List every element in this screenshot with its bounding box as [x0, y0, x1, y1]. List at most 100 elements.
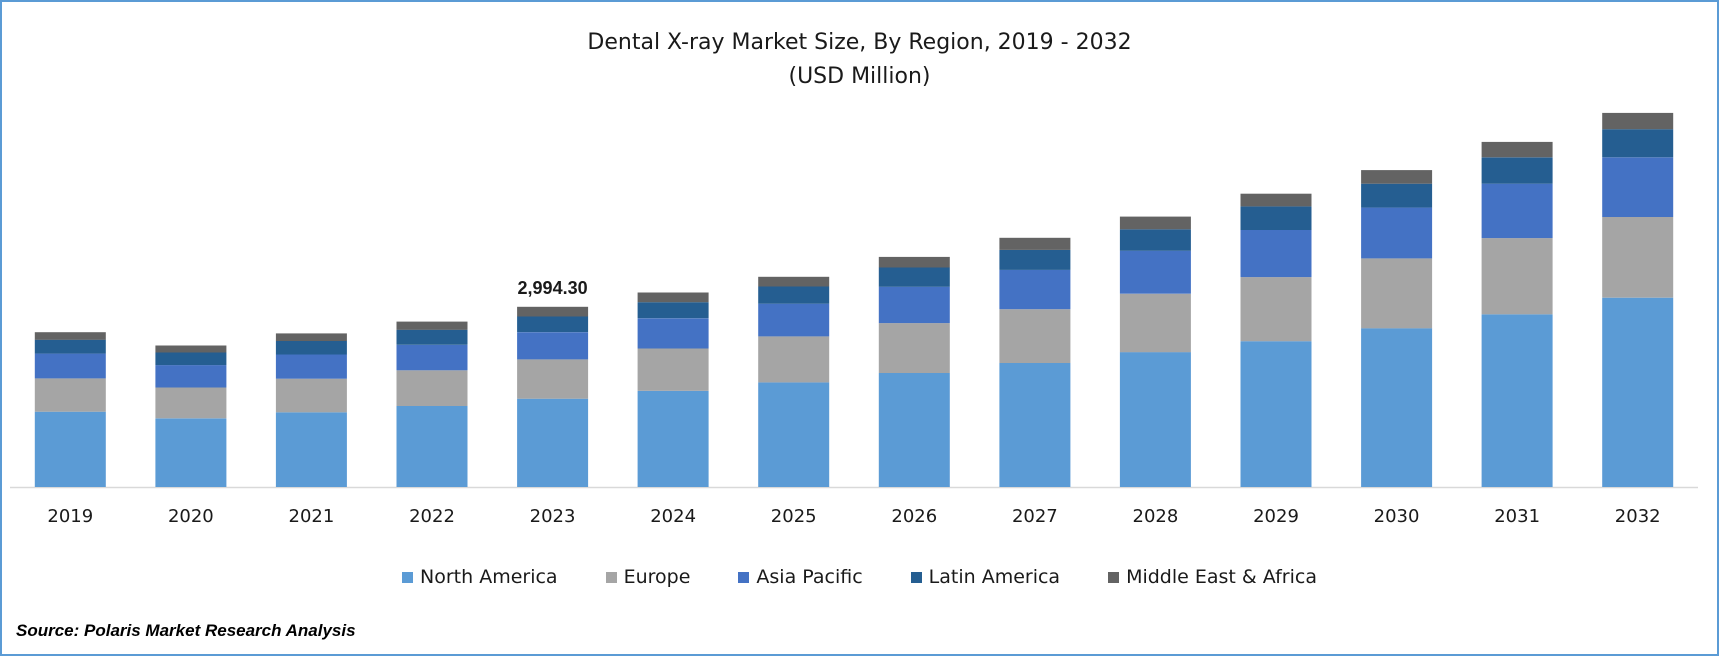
bar-2025-latin-america	[758, 286, 830, 304]
bar-2024-asia-pacific	[637, 318, 709, 349]
bar-2027-latin-america	[999, 249, 1071, 270]
bar-2019-latin-america	[34, 339, 106, 354]
x-tick-label-2031: 2031	[1494, 506, 1540, 527]
bar-2029-middle-east-africa	[1240, 193, 1312, 207]
bar-2020-latin-america	[155, 352, 227, 366]
bar-2028-europe	[1119, 293, 1191, 353]
bar-2019-north-america	[34, 411, 106, 487]
bar-2022-north-america	[396, 406, 468, 487]
bar-2023-north-america	[517, 398, 589, 487]
bar-2028-north-america	[1119, 352, 1191, 487]
legend-item-asia-pacific: Asia Pacific	[738, 566, 863, 588]
bar-2021-middle-east-africa	[275, 333, 347, 341]
legend-label-middle-east-africa: Middle East & Africa	[1126, 566, 1317, 588]
legend-item-north-america: North America	[402, 566, 558, 588]
bar-2030-middle-east-africa	[1361, 170, 1433, 184]
bar-2029-latin-america	[1240, 206, 1312, 230]
bar-2032-middle-east-africa	[1602, 112, 1674, 130]
legend-item-middle-east-africa: Middle East & Africa	[1108, 566, 1317, 588]
bar-2024-middle-east-africa	[637, 292, 709, 303]
x-tick-label-2025: 2025	[771, 506, 817, 527]
x-tick-label-2021: 2021	[289, 506, 335, 527]
legend-label-asia-pacific: Asia Pacific	[756, 566, 863, 588]
x-tick-label-2028: 2028	[1133, 506, 1179, 527]
bar-2021-europe	[275, 378, 347, 413]
bar-2030-latin-america	[1361, 183, 1433, 208]
bar-2025-middle-east-africa	[758, 276, 830, 287]
bar-2031-middle-east-africa	[1481, 141, 1553, 158]
bar-2022-asia-pacific	[396, 344, 468, 371]
x-tick-label-2019: 2019	[47, 506, 93, 527]
x-tick-label-2032: 2032	[1615, 506, 1661, 527]
bar-2029-europe	[1240, 277, 1312, 342]
bar-2029-north-america	[1240, 341, 1312, 487]
bar-2032-europe	[1602, 216, 1674, 298]
bar-2031-asia-pacific	[1481, 183, 1553, 239]
bar-2025-europe	[758, 336, 830, 383]
bar-2031-latin-america	[1481, 157, 1553, 184]
bar-2030-asia-pacific	[1361, 207, 1433, 259]
bar-2020-north-america	[155, 418, 227, 487]
bar-2023-europe	[517, 359, 589, 399]
bar-2028-asia-pacific	[1119, 250, 1191, 294]
legend-label-latin-america: Latin America	[928, 566, 1061, 588]
legend-swatch-north-america	[402, 571, 414, 583]
bar-2032-latin-america	[1602, 129, 1674, 158]
bar-2031-north-america	[1481, 314, 1553, 487]
bar-2024-latin-america	[637, 302, 709, 319]
bar-2019-asia-pacific	[34, 353, 106, 379]
bar-2021-asia-pacific	[275, 354, 347, 379]
legend-item-europe: Europe	[605, 566, 691, 588]
bar-2025-north-america	[758, 382, 830, 487]
x-tick-label-2026: 2026	[891, 506, 937, 527]
x-tick-label-2024: 2024	[650, 506, 696, 527]
bar-2023-latin-america	[517, 316, 589, 333]
x-tick-label-2027: 2027	[1012, 506, 1058, 527]
x-tick-label-2030: 2030	[1374, 506, 1420, 527]
bar-2024-north-america	[637, 390, 709, 487]
bar-2027-middle-east-africa	[999, 237, 1071, 250]
bar-2026-europe	[878, 323, 950, 373]
bar-2019-middle-east-africa	[34, 332, 106, 340]
data-label-2023: 2,994.30	[518, 278, 588, 298]
bar-2028-latin-america	[1119, 229, 1191, 251]
source-note: Source: Polaris Market Research Analysis	[16, 621, 356, 640]
bar-2032-north-america	[1602, 297, 1674, 487]
bar-2025-asia-pacific	[758, 303, 830, 337]
bar-2020-europe	[155, 387, 227, 419]
chart-subtitle: (USD Million)	[788, 64, 931, 89]
bar-2027-europe	[999, 309, 1071, 363]
chart-legend: North America Europe Asia Pacific Latin Ame…	[0, 566, 1719, 588]
bar-2027-north-america	[999, 363, 1071, 487]
bar-2026-latin-america	[878, 267, 950, 287]
bar-2022-middle-east-africa	[396, 321, 468, 330]
bar-2023-middle-east-africa	[517, 306, 589, 317]
legend-label-north-america: North America	[420, 566, 558, 588]
bar-2024-europe	[637, 348, 709, 391]
bar-2021-north-america	[275, 412, 347, 487]
x-tick-label-2020: 2020	[168, 506, 214, 527]
legend-item-latin-america: Latin America	[910, 566, 1061, 588]
bar-2028-middle-east-africa	[1119, 216, 1191, 230]
bar-2026-north-america	[878, 373, 950, 487]
bar-2031-europe	[1481, 238, 1553, 315]
bar-2030-europe	[1361, 258, 1433, 329]
legend-label-europe: Europe	[623, 566, 691, 588]
bar-2020-asia-pacific	[155, 365, 227, 388]
x-tick-label-2029: 2029	[1253, 506, 1299, 527]
chart-title: Dental X-ray Market Size, By Region, 201…	[587, 30, 1132, 55]
bar-2026-middle-east-africa	[878, 256, 950, 268]
bar-2027-asia-pacific	[999, 269, 1071, 310]
bar-2022-europe	[396, 370, 468, 406]
bar-2032-asia-pacific	[1602, 157, 1674, 217]
bar-2030-north-america	[1361, 328, 1433, 487]
bar-2021-latin-america	[275, 340, 347, 355]
bar-2022-latin-america	[396, 329, 468, 345]
bar-2023-asia-pacific	[517, 332, 589, 360]
legend-swatch-latin-america	[910, 571, 922, 583]
bar-2019-europe	[34, 378, 106, 412]
legend-swatch-middle-east-africa	[1108, 571, 1120, 583]
legend-swatch-asia-pacific	[738, 571, 750, 583]
